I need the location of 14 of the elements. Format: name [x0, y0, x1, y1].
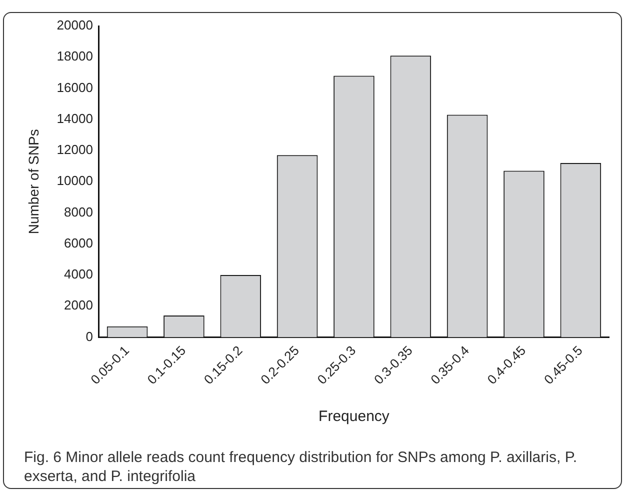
y-tick-label: 2000 — [64, 298, 93, 313]
y-tick-label: 12000 — [56, 142, 93, 158]
y-tick-label: 4000 — [64, 266, 93, 282]
y-tick-label: 0 — [86, 328, 93, 344]
y-tick-label: 16000 — [56, 80, 93, 95]
y-tick-label: 8000 — [64, 204, 93, 220]
caption: Fig. 6 Minor allele reads count frequency distribution for SNPs among P. axillaris, P. exserta, and P. integrifolia — [24, 448, 578, 486]
y-tick-label: 14000 — [56, 110, 93, 126]
y-tick-label: 18000 — [56, 48, 93, 64]
y-tick-label: 10000 — [56, 173, 93, 188]
y-tick-label: 20000 — [56, 18, 93, 33]
y-axis-title: Number of SNPs — [25, 129, 42, 234]
y-tick-label: 6000 — [64, 235, 93, 250]
x-axis-title: Frequency — [318, 408, 390, 426]
